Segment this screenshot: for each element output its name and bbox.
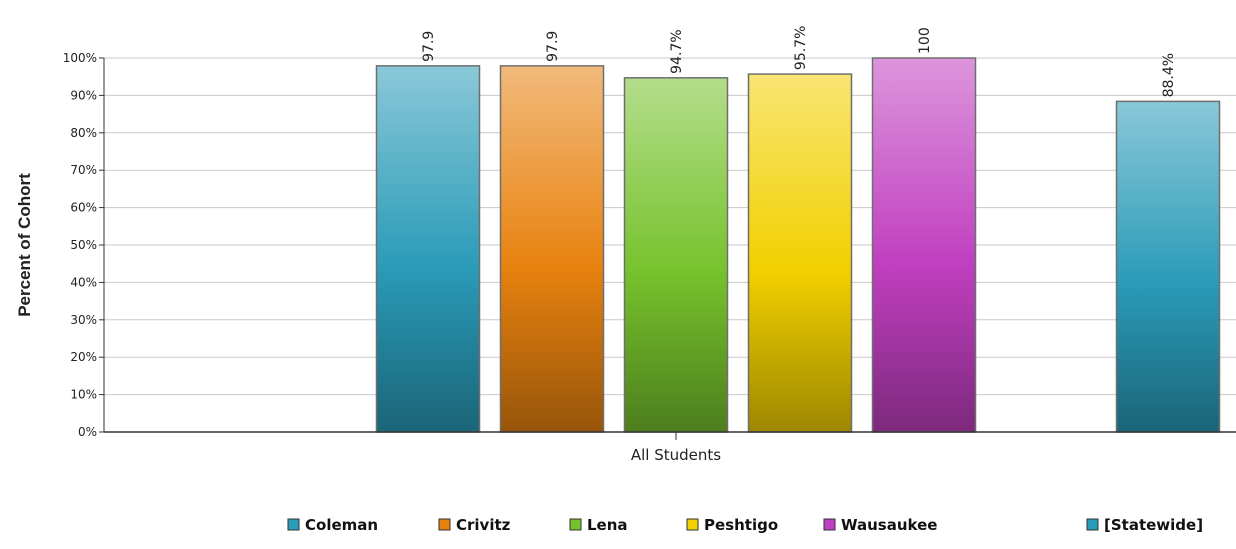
bar-statewide (1115, 100, 1221, 433)
legend-item: Crivitz (438, 516, 511, 534)
legend-item: Coleman (287, 516, 378, 534)
data-label: 100 (917, 27, 933, 54)
legend-item: Lena (569, 516, 628, 534)
bar-crivitz (499, 65, 605, 433)
y-tick-label: 70% (70, 163, 97, 177)
data-label: 97.9 (545, 31, 561, 62)
y-tick-label: 30% (70, 313, 97, 327)
x-category-label: All Students (631, 446, 721, 464)
legend-swatch (686, 518, 699, 531)
data-label: 88.4% (1161, 53, 1177, 97)
legend-swatch (1086, 518, 1099, 531)
legend-label: Coleman (305, 516, 378, 534)
data-label: 95.7% (793, 26, 809, 70)
legend-label: [Statewide] (1104, 516, 1203, 534)
legend-item: Wausaukee (823, 516, 937, 534)
data-label: 97.9 (421, 31, 437, 62)
legend-label: Lena (587, 516, 628, 534)
y-tick-label: 40% (70, 275, 97, 289)
y-tick-label: 20% (70, 350, 97, 364)
legend-label: Crivitz (456, 516, 511, 534)
y-tick-label: 10% (70, 388, 97, 402)
legend-swatch (438, 518, 451, 531)
y-tick-label: 60% (70, 201, 97, 215)
legend-swatch (823, 518, 836, 531)
legend-swatch (287, 518, 300, 531)
legend-label: Peshtigo (704, 516, 778, 534)
y-tick-label: 0% (78, 425, 97, 439)
bar-wausaukee (871, 57, 977, 433)
data-label: 94.7% (669, 29, 685, 73)
legend-item: Peshtigo (686, 516, 778, 534)
y-tick-label: 80% (70, 126, 97, 140)
legend-swatch (569, 518, 582, 531)
bar-coleman (375, 65, 481, 433)
y-tick-label: 50% (70, 238, 97, 252)
bar-lena (623, 77, 729, 433)
y-axis-title: Percent of Cohort (15, 173, 34, 317)
y-tick-label: 90% (70, 88, 97, 102)
y-tick-label: 100% (63, 51, 97, 65)
legend-label: Wausaukee (841, 516, 937, 534)
bar-peshtigo (747, 73, 853, 433)
legend-item: [Statewide] (1086, 516, 1203, 534)
